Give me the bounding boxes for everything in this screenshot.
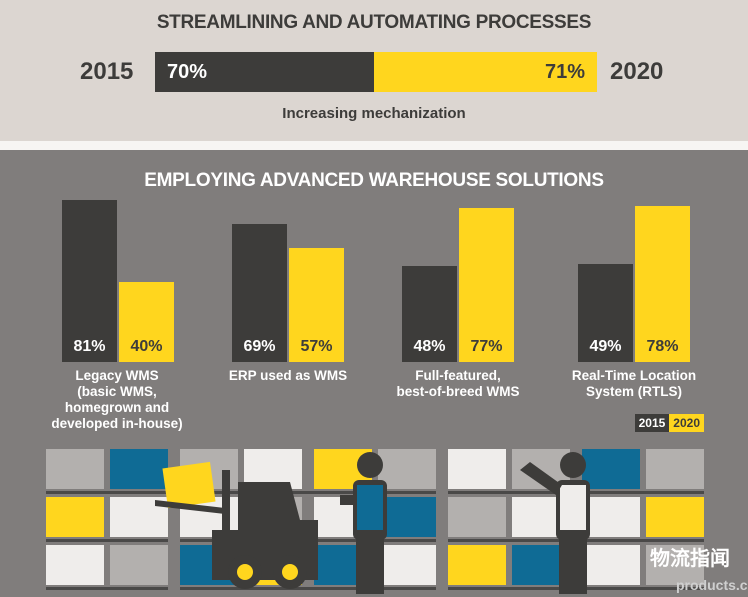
shelf-tile	[448, 545, 506, 585]
shelf-tile	[110, 449, 168, 489]
shelf-tile	[582, 545, 640, 585]
value-2015: 70%	[167, 61, 208, 83]
shelf-tile	[378, 497, 436, 537]
shelf-tile	[46, 545, 104, 585]
worker-head-icon	[357, 452, 383, 478]
data-label: 77%	[470, 338, 502, 355]
worker-legs-icon	[559, 538, 587, 594]
category-label: Legacy WMS (basic WMS, homegrown and develo…	[51, 368, 183, 431]
data-label: 57%	[300, 338, 332, 355]
worker-vest-icon	[357, 485, 383, 530]
forklift-hub-icon	[282, 564, 298, 580]
shelf-tile	[448, 449, 506, 489]
legend-2015: 2015	[634, 414, 670, 432]
worker-raised-arm-icon	[520, 462, 562, 495]
data-label: 78%	[646, 338, 678, 355]
section2-title: EMPLOYING ADVANCED WAREHOUSE SOLUTIONS	[144, 170, 604, 191]
forklift-mast-icon	[222, 470, 230, 570]
mechanization-bar-2015	[155, 52, 375, 92]
data-label: 81%	[73, 338, 105, 355]
worker-legs-icon	[356, 538, 384, 594]
bar-2020	[289, 248, 344, 362]
forklift-box-icon	[162, 461, 216, 509]
divider	[0, 141, 748, 150]
bar-2020	[635, 206, 690, 362]
data-label: 48%	[413, 338, 445, 355]
shelf-tile	[378, 449, 436, 489]
bar-2020	[459, 208, 514, 362]
shelf-tile	[646, 497, 704, 537]
shelf-beam	[46, 587, 168, 590]
section1-subtitle: Increasing mechanization	[282, 105, 466, 122]
bar-2015	[402, 266, 457, 362]
shelf-tile	[448, 497, 506, 537]
data-label: 49%	[589, 338, 621, 355]
shelf-beam	[46, 539, 168, 542]
shelf-tile	[582, 497, 640, 537]
bar-2015	[62, 200, 117, 362]
worker-hand-icon	[340, 495, 354, 505]
value-2020: 71%	[544, 61, 585, 83]
shelf-beam	[180, 491, 436, 494]
bar-2015	[578, 264, 633, 362]
bar-2020	[119, 282, 174, 362]
legend: 2015 2020	[634, 414, 704, 432]
data-label: 40%	[130, 338, 162, 355]
watermark: 物流指闻	[650, 548, 730, 570]
shelf-beam	[46, 491, 168, 494]
shelf-tile	[110, 545, 168, 585]
shelf-tile	[646, 449, 704, 489]
category-label: Real-Time Location System (RTLS)	[571, 368, 697, 399]
section1-title: STREAMLINING AND AUTOMATING PROCESSES	[156, 12, 592, 33]
data-label: 69%	[243, 338, 275, 355]
worker-head-icon	[560, 452, 586, 478]
forklift-hub-icon	[237, 564, 253, 580]
watermark-site: products.com	[676, 577, 748, 593]
bar-2015	[232, 224, 287, 362]
shelf-tile	[46, 449, 104, 489]
year-2020-label: 2020	[610, 58, 664, 85]
legend-2020: 2020	[669, 414, 704, 432]
forklift-forks-icon	[155, 500, 225, 514]
worker-vest-icon	[560, 485, 586, 530]
category-label: ERP used as WMS	[228, 368, 348, 383]
shelf-tile	[378, 545, 436, 585]
shelf-tile	[582, 449, 640, 489]
shelf-tile	[646, 545, 704, 585]
shelf-tile	[46, 497, 104, 537]
year-2015-label: 2015	[80, 58, 134, 85]
shelf-beam	[180, 587, 436, 590]
mechanization-bar: 70% 71%	[155, 52, 597, 92]
category-label: Full-featured, best-of-breed WMS	[396, 368, 520, 399]
